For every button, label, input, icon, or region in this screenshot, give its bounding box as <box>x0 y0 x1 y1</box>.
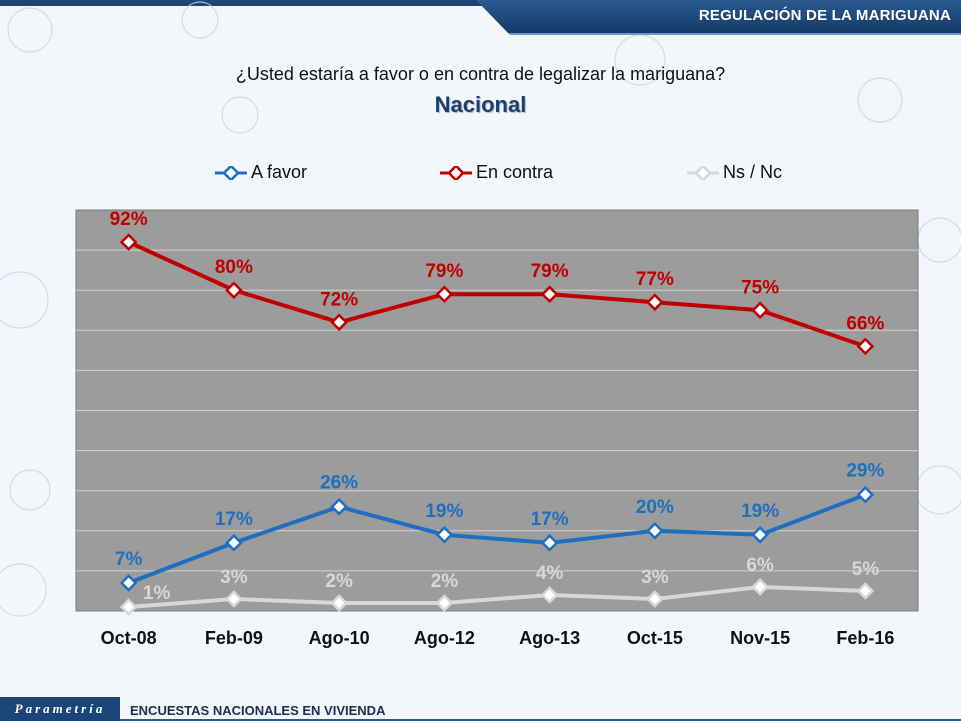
data-label-ns-nc: 3% <box>641 567 669 588</box>
point-a-favor <box>119 574 138 592</box>
point-en-contra <box>119 233 138 251</box>
legend-label-ns-nc: Ns / Nc <box>723 162 783 182</box>
survey-question: ¿Usted estaría a favor o en contra de le… <box>235 64 726 84</box>
data-label-ns-nc: 2% <box>325 571 353 592</box>
footer-logo: Parametría <box>0 697 120 721</box>
legend-item-a-favor: A favor <box>215 162 307 183</box>
legend-marker-ns-nc <box>687 165 719 180</box>
point-a-favor <box>435 525 454 544</box>
data-label-ns-nc: 2% <box>431 571 459 592</box>
x-tick-label: Oct-08 <box>101 628 157 648</box>
data-label-en-contra: 92% <box>110 209 148 230</box>
point-a-favor <box>751 525 769 544</box>
data-label-en-contra: 66% <box>846 313 884 334</box>
point-en-contra <box>225 281 243 300</box>
point-a-favor <box>540 533 559 552</box>
data-label-en-contra: 79% <box>531 261 569 282</box>
data-label-a-favor: 19% <box>425 501 463 522</box>
point-a-favor <box>646 521 664 540</box>
point-ns-nc <box>435 594 454 612</box>
point-ns-nc <box>751 578 769 596</box>
legend-label-en-contra: En contra <box>476 162 554 182</box>
data-label-ns-nc: 5% <box>852 559 880 580</box>
x-tick-label: Feb-16 <box>836 628 894 648</box>
x-tick-label: Feb-09 <box>205 628 263 648</box>
legend-marker-en-contra <box>440 165 472 180</box>
x-tick-label: Oct-15 <box>627 628 683 648</box>
data-label-en-contra: 77% <box>636 269 674 290</box>
data-label-a-favor: 19% <box>741 501 779 522</box>
x-tick-label: Ago-10 <box>309 628 370 648</box>
point-ns-nc <box>856 582 875 600</box>
point-en-contra <box>330 313 348 332</box>
data-label-a-favor: 29% <box>846 461 884 482</box>
legend-marker-a-favor <box>215 165 247 180</box>
point-en-contra <box>540 285 559 304</box>
point-a-favor <box>225 533 243 552</box>
point-en-contra <box>856 337 875 356</box>
data-label-en-contra: 79% <box>425 261 463 282</box>
x-tick-label: Nov-15 <box>730 628 790 648</box>
point-en-contra <box>751 301 769 320</box>
point-a-favor <box>856 485 875 504</box>
footer-text: ENCUESTAS NACIONALES EN VIVIENDA <box>130 703 386 718</box>
x-tick-label: Ago-13 <box>519 628 580 648</box>
data-label-en-contra: 75% <box>741 277 779 298</box>
data-label-ns-nc: 6% <box>746 555 774 576</box>
header-title: REGULACIÓN DE LA MARIGUANA <box>698 7 951 24</box>
legend-item-ns-nc: Ns / Nc <box>687 162 782 183</box>
data-label-a-favor: 17% <box>215 509 253 530</box>
data-label-ns-nc: 3% <box>220 567 248 588</box>
data-label-ns-nc: 4% <box>536 563 564 584</box>
data-label-a-favor: 7% <box>115 549 143 570</box>
data-label-en-contra: 80% <box>215 257 253 278</box>
point-ns-nc <box>646 590 664 608</box>
header-bar <box>476 0 961 35</box>
series-line-ns-nc <box>128 584 866 609</box>
point-ns-nc <box>330 594 348 612</box>
point-en-contra <box>646 293 664 312</box>
point-ns-nc <box>540 586 559 604</box>
data-label-a-favor: 26% <box>320 473 358 494</box>
point-ns-nc <box>225 590 243 608</box>
point-ns-nc <box>119 598 138 616</box>
footer-line <box>120 719 961 721</box>
data-label-en-contra: 72% <box>320 289 358 310</box>
data-label-a-favor: 20% <box>636 497 674 518</box>
series-line-en-contra <box>127 240 867 349</box>
series-line-a-favor <box>127 492 867 585</box>
data-label-ns-nc: 1% <box>143 583 171 604</box>
legend-label-a-favor: A favor <box>251 162 308 182</box>
data-label-a-favor: 17% <box>531 509 569 530</box>
legend-item-en-contra: En contra <box>440 162 553 183</box>
chart-subtitle: Nacional <box>434 92 527 117</box>
point-en-contra <box>435 285 454 304</box>
point-a-favor <box>330 497 348 516</box>
x-tick-label: Ago-12 <box>414 628 475 648</box>
